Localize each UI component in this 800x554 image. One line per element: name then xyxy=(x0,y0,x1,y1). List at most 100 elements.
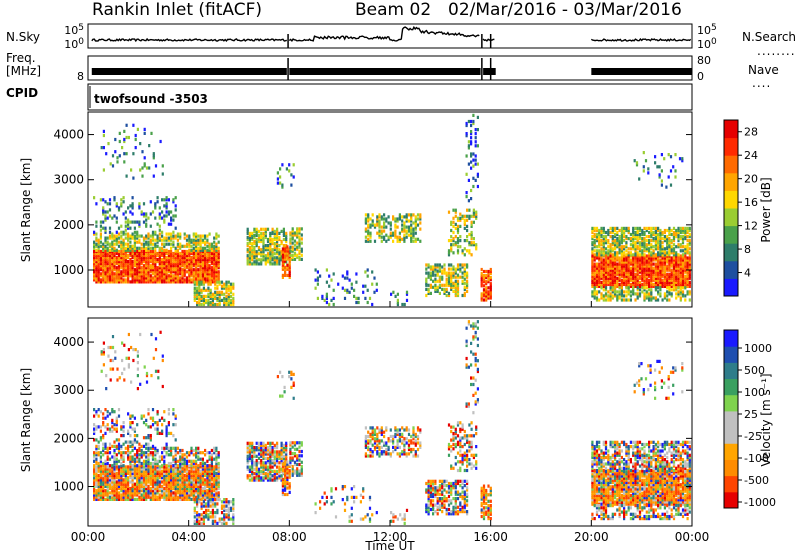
power-cell xyxy=(108,236,112,240)
velocity-cell xyxy=(158,455,161,459)
power-cell xyxy=(278,252,281,256)
power-cell xyxy=(657,241,660,245)
velocity-cell xyxy=(195,471,198,475)
power-cell xyxy=(163,280,166,284)
velocity-cell xyxy=(133,471,136,475)
power-cell xyxy=(99,274,102,278)
power-cell xyxy=(158,238,161,242)
power-cell xyxy=(447,293,451,298)
power-cell xyxy=(154,249,157,254)
power-cell xyxy=(602,270,605,274)
power-cell xyxy=(279,167,282,171)
velocity-cell xyxy=(151,446,155,450)
power-cell xyxy=(154,258,157,262)
power-cell xyxy=(641,258,644,262)
power-cell xyxy=(165,270,168,274)
power-cell xyxy=(607,264,610,268)
power-cell xyxy=(658,173,661,177)
power-cell xyxy=(145,264,148,268)
power-cell xyxy=(217,234,220,238)
velocity-cell xyxy=(206,476,209,480)
power-cell xyxy=(670,272,673,276)
power-cell xyxy=(611,270,614,274)
power-cell xyxy=(401,302,404,307)
velocity-cell xyxy=(113,478,116,482)
power-cell xyxy=(251,235,254,240)
velocity-cell xyxy=(181,467,184,471)
velocity-cell xyxy=(210,484,213,488)
power-cell xyxy=(470,160,473,164)
power-cell xyxy=(102,266,105,270)
power-cell xyxy=(614,253,617,257)
power-cell xyxy=(403,237,406,241)
power-cell xyxy=(595,235,599,239)
velocity-cell xyxy=(99,482,102,486)
velocity-cell xyxy=(217,469,220,473)
power-cell xyxy=(104,280,107,284)
power-cell xyxy=(609,230,612,235)
velocity-cell xyxy=(213,478,216,482)
power-cell xyxy=(140,270,143,274)
power-cell xyxy=(257,233,261,237)
power-cell xyxy=(133,226,136,230)
power-cell xyxy=(485,269,488,274)
power-cell xyxy=(140,260,143,264)
power-cell xyxy=(419,217,422,221)
velocity-cell xyxy=(140,476,143,480)
power-cell xyxy=(246,231,249,235)
power-cell xyxy=(207,300,210,305)
power-cell xyxy=(595,278,599,282)
power-cell xyxy=(185,253,189,258)
velocity-cell xyxy=(199,482,202,486)
power-cell xyxy=(273,262,276,266)
power-cell xyxy=(635,161,639,165)
power-cell xyxy=(215,244,218,248)
power-cell xyxy=(300,237,303,241)
power-cell xyxy=(115,216,118,220)
power-cell xyxy=(131,244,134,248)
power-cell xyxy=(142,212,146,216)
power-cell xyxy=(654,276,657,280)
power-cell xyxy=(229,298,233,302)
power-cell xyxy=(181,260,184,264)
velocity-cell xyxy=(170,495,173,499)
power-cell xyxy=(663,284,666,288)
power-cell xyxy=(654,282,657,286)
velocity-cell xyxy=(183,459,186,463)
power-cell xyxy=(269,256,272,260)
power-cell xyxy=(436,271,439,275)
power-cell xyxy=(284,269,287,273)
power-cell xyxy=(661,298,664,302)
velocity-cell xyxy=(163,471,166,475)
power-cell xyxy=(468,243,471,247)
power-cell xyxy=(663,266,666,270)
power-cell xyxy=(679,278,682,282)
power-cell xyxy=(650,230,653,235)
velocity-cell xyxy=(140,486,143,491)
power-cell xyxy=(650,276,653,280)
velocity-cell xyxy=(138,497,141,501)
power-cell xyxy=(659,230,662,235)
power-cell xyxy=(158,274,161,278)
power-cell xyxy=(463,285,466,289)
power-cell xyxy=(147,251,150,256)
power-cell xyxy=(373,290,376,294)
power-cell xyxy=(199,272,202,276)
velocity-cell xyxy=(154,473,157,478)
power-cell xyxy=(657,228,660,233)
power-cell xyxy=(593,249,596,253)
velocity-cell xyxy=(151,489,155,493)
velocity-cell xyxy=(176,451,179,455)
power-cell xyxy=(217,260,220,264)
velocity-cell xyxy=(206,471,209,475)
velocity-cell xyxy=(113,473,116,478)
power-cell xyxy=(684,254,687,258)
power-cell xyxy=(598,272,601,276)
power-cell xyxy=(604,294,608,298)
velocity-cell xyxy=(136,482,139,486)
power-cell xyxy=(111,274,114,278)
velocity-cell xyxy=(124,482,127,486)
power-cell xyxy=(480,296,483,300)
power-cell xyxy=(410,231,413,235)
power-cell xyxy=(383,237,386,241)
